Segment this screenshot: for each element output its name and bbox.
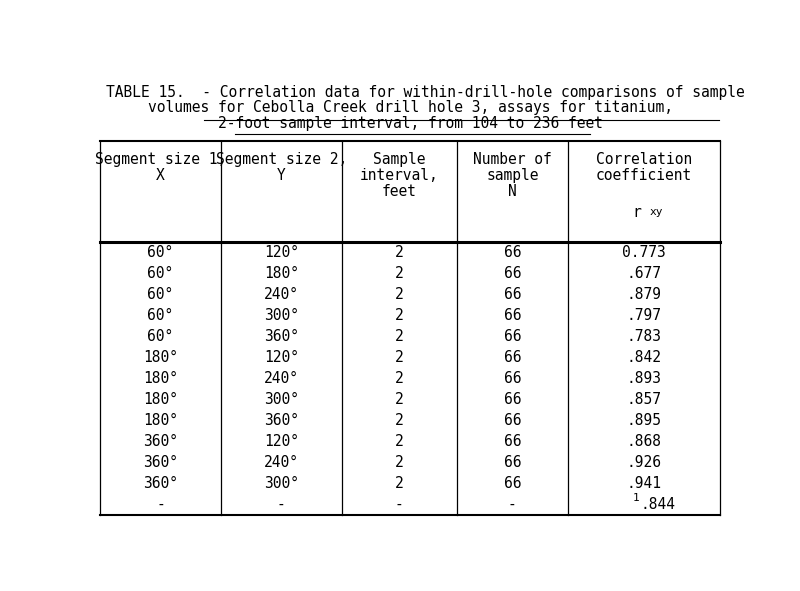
Text: .893: .893 — [626, 371, 662, 385]
Text: .677: .677 — [626, 265, 662, 281]
Text: 240°: 240° — [264, 287, 299, 301]
Text: 66: 66 — [503, 329, 521, 343]
Text: 300°: 300° — [264, 392, 299, 407]
Text: 66: 66 — [503, 371, 521, 385]
Text: -: - — [156, 496, 165, 512]
Text: xy: xy — [650, 207, 663, 217]
Text: Y: Y — [277, 168, 286, 183]
Text: Number of: Number of — [473, 152, 552, 167]
Text: 360°: 360° — [143, 434, 178, 449]
Text: 0.773: 0.773 — [622, 245, 666, 259]
Text: .783: .783 — [626, 329, 662, 343]
Text: 2: 2 — [394, 476, 403, 491]
Text: 66: 66 — [503, 413, 521, 428]
Text: TABLE 15.  - Correlation data for within-drill-hole comparisons of sample: TABLE 15. - Correlation data for within-… — [106, 86, 745, 100]
Text: 300°: 300° — [264, 476, 299, 491]
Text: .844: .844 — [641, 496, 676, 512]
Text: interval,: interval, — [360, 168, 438, 183]
Text: 2: 2 — [394, 350, 403, 365]
Text: 2: 2 — [394, 392, 403, 407]
Text: 66: 66 — [503, 350, 521, 365]
Text: 120°: 120° — [264, 434, 299, 449]
Text: .941: .941 — [626, 476, 662, 491]
Text: 66: 66 — [503, 476, 521, 491]
Text: 60°: 60° — [147, 329, 174, 343]
Text: .895: .895 — [626, 413, 662, 428]
Text: 66: 66 — [503, 287, 521, 301]
Text: 2: 2 — [394, 329, 403, 343]
Text: 66: 66 — [503, 265, 521, 281]
Text: volumes for Cebolla Creek drill hole 3, assays for titanium,: volumes for Cebolla Creek drill hole 3, … — [147, 100, 673, 115]
Text: 2-foot sample interval, from 104 to 236 feet: 2-foot sample interval, from 104 to 236 … — [218, 115, 602, 131]
Text: 180°: 180° — [143, 392, 178, 407]
Text: 66: 66 — [503, 307, 521, 323]
Text: coefficient: coefficient — [596, 168, 692, 183]
Text: 2: 2 — [394, 434, 403, 449]
Text: 360°: 360° — [143, 476, 178, 491]
Text: 2: 2 — [394, 371, 403, 385]
Text: 66: 66 — [503, 245, 521, 259]
Text: .842: .842 — [626, 350, 662, 365]
Text: 180°: 180° — [143, 350, 178, 365]
Text: N: N — [508, 184, 517, 199]
Text: Segment size 1,: Segment size 1, — [95, 152, 226, 167]
Text: .868: .868 — [626, 434, 662, 449]
Text: 66: 66 — [503, 454, 521, 470]
Text: 360°: 360° — [264, 413, 299, 428]
Text: 2: 2 — [394, 245, 403, 259]
Text: .879: .879 — [626, 287, 662, 301]
Text: X: X — [156, 168, 165, 183]
Text: -: - — [508, 496, 517, 512]
Text: r: r — [632, 204, 641, 220]
Text: Segment size 2,: Segment size 2, — [216, 152, 347, 167]
Text: 66: 66 — [503, 434, 521, 449]
Text: 120°: 120° — [264, 245, 299, 259]
Text: 180°: 180° — [264, 265, 299, 281]
Text: 1: 1 — [632, 493, 639, 503]
Text: 2: 2 — [394, 287, 403, 301]
Text: 66: 66 — [503, 392, 521, 407]
Text: 60°: 60° — [147, 307, 174, 323]
Text: 240°: 240° — [264, 371, 299, 385]
Text: 2: 2 — [394, 454, 403, 470]
Text: sample: sample — [486, 168, 538, 183]
Text: 60°: 60° — [147, 245, 174, 259]
Text: -: - — [277, 496, 286, 512]
Text: .797: .797 — [626, 307, 662, 323]
Text: 120°: 120° — [264, 350, 299, 365]
Text: 2: 2 — [394, 307, 403, 323]
Text: Sample: Sample — [373, 152, 426, 167]
Text: 60°: 60° — [147, 265, 174, 281]
Text: .926: .926 — [626, 454, 662, 470]
Text: 2: 2 — [394, 413, 403, 428]
Text: 60°: 60° — [147, 287, 174, 301]
Text: 180°: 180° — [143, 371, 178, 385]
Text: Correlation: Correlation — [596, 152, 692, 167]
Text: 360°: 360° — [264, 329, 299, 343]
Text: 180°: 180° — [143, 413, 178, 428]
Text: feet: feet — [382, 184, 417, 199]
Text: 360°: 360° — [143, 454, 178, 470]
Text: 2: 2 — [394, 265, 403, 281]
Text: .857: .857 — [626, 392, 662, 407]
Text: -: - — [394, 496, 403, 512]
Text: 300°: 300° — [264, 307, 299, 323]
Text: 240°: 240° — [264, 454, 299, 470]
